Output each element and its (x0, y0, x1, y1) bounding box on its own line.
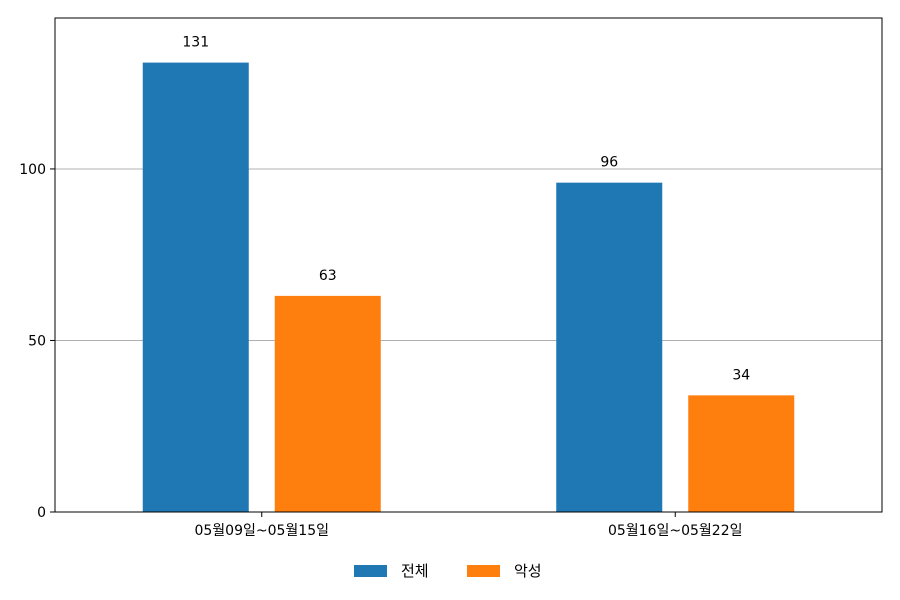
bar-value-label: 131 (182, 35, 209, 51)
bar (274, 295, 381, 512)
legend: 전체 악성 (354, 562, 542, 580)
y-tick-label: 50 (28, 333, 46, 349)
bar (688, 395, 795, 512)
x-tick-label: 05월16일~05월22일 (608, 523, 743, 539)
legend-item: 전체 (354, 562, 429, 580)
legend-swatch (467, 565, 500, 577)
legend-label: 악성 (514, 562, 542, 580)
bar (556, 182, 663, 512)
legend-swatch (354, 565, 387, 577)
plot-frame (54, 17, 883, 513)
data-labels: 131 63 96 34 (182, 35, 750, 384)
y-tick-label: 0 (37, 505, 46, 521)
x-tick-label: 05월09일~05월15일 (194, 523, 329, 539)
bar-value-label: 96 (600, 155, 618, 171)
bars (142, 62, 795, 512)
bar-value-label: 34 (732, 367, 750, 383)
axes: 0 50 100 05월09일~05월15일 05월16일~05월22일 (19, 162, 742, 539)
y-tick-label: 100 (19, 162, 46, 178)
bar (142, 62, 249, 512)
legend-label: 전체 (401, 562, 429, 580)
legend-item: 악성 (467, 562, 542, 580)
bar-value-label: 63 (319, 268, 337, 284)
